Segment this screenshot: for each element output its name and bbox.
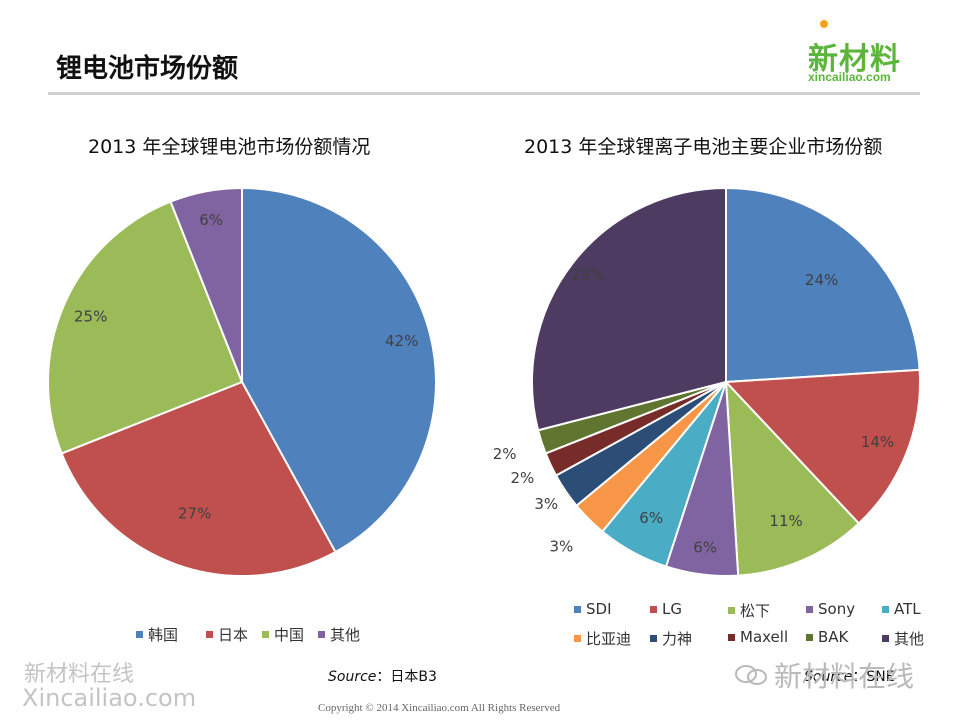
left-legend-label: 中国 xyxy=(274,626,305,644)
left-pie-slice-0 xyxy=(241,186,437,554)
right-legend-label: BAK xyxy=(818,628,849,646)
left-legend-item: 其他 xyxy=(318,624,360,645)
right-legend-swatch xyxy=(574,635,581,642)
source-label: Source xyxy=(804,669,853,685)
source-value: ：日本B3 xyxy=(376,669,437,685)
left-legend-swatch xyxy=(206,631,213,638)
brand-logo: 新材料 xincailiao.com xyxy=(802,20,922,86)
watermark-left-line1: 新材料在线 xyxy=(24,662,135,687)
left-pie-slice-1 xyxy=(60,380,337,577)
left-pie-data-label-2: 25% xyxy=(74,308,107,326)
right-legend-swatch xyxy=(806,633,813,641)
left-legend-item: 日本 xyxy=(206,624,248,645)
watermark-right: 新材料在线 xyxy=(734,655,914,695)
left-legend-swatch xyxy=(318,631,325,638)
right-pie-data-label-0: 24% xyxy=(805,271,838,289)
right-legend-swatch xyxy=(882,605,889,613)
right-legend-item: 比亚迪 xyxy=(574,628,631,649)
logo-text: 新材料 xyxy=(808,42,901,77)
left-pie-slice-2 xyxy=(47,200,244,455)
watermark-right-text: 新材料在线 xyxy=(774,660,915,693)
left-pie-data-label-1: 27% xyxy=(178,504,211,522)
right-legend-label: 比亚迪 xyxy=(586,630,632,648)
right-legend-label: SDI xyxy=(586,600,612,618)
right-pie-data-label-1: 14% xyxy=(861,433,894,451)
right-legend-item: 松下 xyxy=(728,600,770,621)
right-pie-slice-0 xyxy=(725,186,921,384)
right-legend-label: LG xyxy=(662,600,682,618)
right-pie-data-label-8: 2% xyxy=(493,445,517,463)
right-pie-slice-2 xyxy=(724,379,861,577)
copyright-text: Copyright © 2014 Xincailiao.com All Righ… xyxy=(318,702,561,714)
left-legend-label: 韩国 xyxy=(148,626,179,644)
right-legend-swatch xyxy=(650,635,657,642)
right-pie-slice-9 xyxy=(531,186,727,432)
right-legend-label: Sony xyxy=(818,600,856,618)
right-pie-data-label-2: 11% xyxy=(769,512,802,530)
left-legend-item: 中国 xyxy=(262,624,304,645)
right-legend-item: 力神 xyxy=(650,628,692,649)
right-legend-item: BAK xyxy=(806,628,848,646)
right-legend-item: LG xyxy=(650,600,682,618)
left-pie-data-label-0: 42% xyxy=(385,332,418,350)
right-legend-label: 其他 xyxy=(894,630,925,648)
right-legend-swatch xyxy=(728,633,735,641)
left-legend-swatch xyxy=(262,631,269,638)
left-pie-slice-3 xyxy=(169,186,243,383)
right-pie-data-label-9: 29% xyxy=(571,266,604,284)
right-legend-item: ATL xyxy=(882,600,921,618)
page-title: 锂电池市场份额 xyxy=(56,54,239,84)
right-chart-title: 2013 年全球锂离子电池主要企业市场份额 xyxy=(524,136,883,158)
source-label: Source xyxy=(328,669,377,685)
right-legend-label: 松下 xyxy=(740,602,771,620)
right-legend-swatch xyxy=(728,607,735,614)
left-legend-label: 其他 xyxy=(330,626,361,644)
right-pie-data-label-4: 6% xyxy=(639,509,663,527)
right-legend-item: Maxell xyxy=(728,628,788,646)
right-pie-data-label-5: 3% xyxy=(550,538,574,556)
right-legend-label: Maxell xyxy=(740,628,789,646)
right-legend-swatch xyxy=(650,605,657,613)
right-legend-swatch xyxy=(574,605,581,613)
right-pie-leader-7 xyxy=(533,465,551,473)
right-pie-data-label-7: 2% xyxy=(511,469,535,487)
right-pie-leader-5 xyxy=(570,519,589,538)
right-legend-label: 力神 xyxy=(662,630,693,648)
source-value: ：SNE xyxy=(852,669,895,685)
left-chart-title: 2013 年全球锂电池市场份额情况 xyxy=(88,136,371,158)
right-pie-data-label-6: 3% xyxy=(534,495,558,513)
left-legend-item: 韩国 xyxy=(136,624,178,645)
left-source: Source：日本B3 xyxy=(328,666,437,686)
watermark-left-line2: Xincailiao.com xyxy=(22,684,197,712)
right-legend-swatch xyxy=(882,635,889,642)
wechat-icon xyxy=(735,665,767,685)
right-legend-swatch xyxy=(806,605,813,613)
right-source: Source：SNE xyxy=(804,666,895,686)
right-pie-data-label-3: 6% xyxy=(693,539,717,557)
right-pie-leader-8 xyxy=(516,442,542,450)
right-legend-item: Sony xyxy=(806,600,855,618)
left-pie-data-label-3: 6% xyxy=(199,211,223,229)
logo-dot-icon xyxy=(820,20,828,28)
right-legend-item: SDI xyxy=(574,600,612,618)
header-divider xyxy=(48,92,920,95)
right-pie-slice-1 xyxy=(723,368,922,525)
right-legend-item: 其他 xyxy=(882,628,924,649)
right-legend-label: ATL xyxy=(894,600,921,618)
logo-url: xincailiao.com xyxy=(808,70,891,84)
left-legend-swatch xyxy=(136,631,143,638)
left-legend-label: 日本 xyxy=(218,626,249,644)
